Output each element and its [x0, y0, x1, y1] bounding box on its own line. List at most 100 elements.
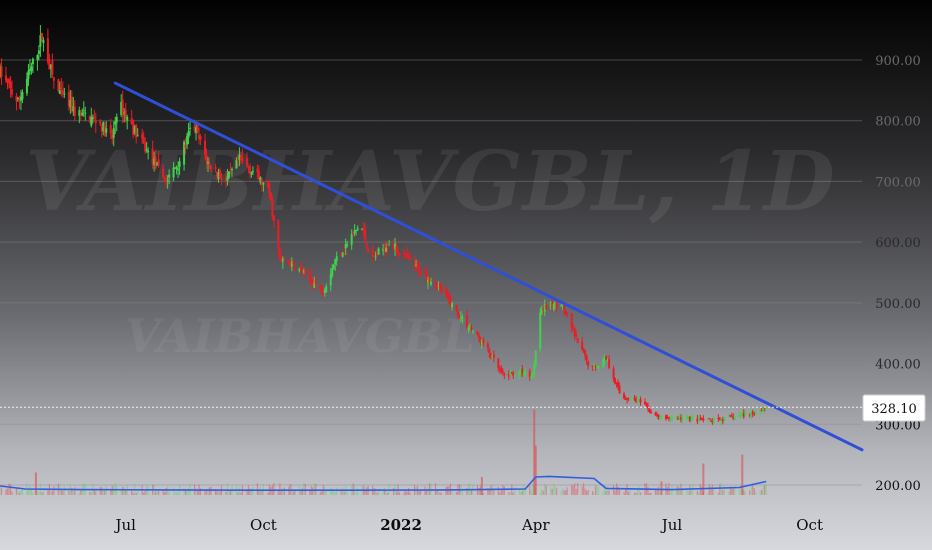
- candle-body: [738, 415, 741, 418]
- volume-bar: [407, 487, 410, 495]
- candle-body: [624, 398, 627, 400]
- volume-bar: [636, 488, 639, 495]
- volume-bar: [563, 490, 565, 495]
- candle-body: [376, 254, 379, 256]
- volume-bar: [722, 489, 724, 495]
- volume-bar: [5, 489, 7, 495]
- volume-bar: [226, 483, 229, 495]
- y-tick-label: 900.00: [875, 54, 921, 69]
- candle-body: [63, 93, 66, 95]
- candle-body: [79, 111, 82, 114]
- candle-body: [593, 365, 596, 369]
- volume-bar: [618, 490, 621, 495]
- candle-body: [633, 398, 636, 400]
- volume-bar: [659, 491, 661, 495]
- candle-body: [444, 289, 447, 294]
- candle-body: [57, 79, 60, 92]
- volume-spike: [533, 409, 536, 495]
- volume-bar: [343, 491, 345, 495]
- candle-body: [343, 249, 346, 251]
- volume-bar: [217, 492, 220, 495]
- volume-bar: [566, 487, 568, 495]
- candle-body: [510, 372, 513, 374]
- volume-bar: [172, 487, 175, 495]
- candle-body: [585, 355, 588, 360]
- candle-body: [175, 167, 178, 169]
- candle-body: [549, 302, 552, 308]
- volume-bar: [614, 490, 616, 495]
- volume-bar: [654, 488, 657, 495]
- volume-bar: [41, 492, 43, 495]
- volume-bar: [686, 489, 688, 495]
- candle-body: [364, 229, 367, 241]
- volume-bar: [445, 487, 447, 495]
- candle-body: [413, 262, 416, 268]
- candle-body: [762, 408, 765, 411]
- candle-body: [147, 150, 150, 153]
- volume-bar: [512, 492, 514, 495]
- candle-body: [605, 356, 608, 360]
- candle-body: [174, 167, 177, 169]
- volume-bar: [125, 489, 127, 495]
- candle-body: [657, 414, 660, 419]
- volume-bar: [708, 484, 710, 495]
- candle-body: [165, 181, 168, 183]
- volume-bar: [240, 492, 242, 495]
- candle-body: [239, 156, 242, 160]
- volume-spike: [660, 481, 663, 495]
- candle-body: [434, 283, 437, 286]
- candle-body: [533, 364, 536, 374]
- volume-bar: [309, 491, 311, 495]
- volume-bar: [425, 491, 428, 495]
- candle-body: [353, 230, 356, 234]
- candle-body: [575, 334, 578, 337]
- candle-body: [477, 335, 480, 338]
- candle-body: [361, 228, 364, 231]
- candle-body: [15, 96, 18, 101]
- volume-bar: [419, 489, 422, 495]
- candle-body: [690, 418, 693, 420]
- candle-body: [636, 398, 639, 401]
- volume-bar: [650, 492, 652, 495]
- volume-bar: [635, 492, 637, 495]
- candle-body: [645, 403, 648, 406]
- volume-bar: [144, 490, 146, 495]
- candle-body: [446, 293, 449, 298]
- volume-bar: [514, 487, 516, 495]
- volume-bar: [321, 489, 323, 495]
- volume-bar: [418, 490, 420, 495]
- candle-body: [132, 120, 135, 135]
- candle-body: [70, 96, 73, 112]
- candle-body: [498, 368, 501, 370]
- candle-body: [458, 316, 461, 319]
- volume-spike: [480, 477, 483, 495]
- volume-bar: [147, 486, 149, 495]
- candle-body: [482, 339, 485, 344]
- candle-body: [688, 416, 691, 421]
- candle-body: [193, 126, 196, 131]
- volume-bar: [544, 483, 546, 495]
- volume-bar: [123, 487, 125, 495]
- candle-body: [720, 420, 723, 422]
- candle-body: [741, 413, 744, 416]
- volume-bar: [78, 492, 80, 495]
- candle-body: [292, 263, 295, 265]
- candle-body: [72, 106, 75, 112]
- candle-body: [629, 397, 632, 400]
- candle-body: [627, 398, 630, 400]
- volume-bar: [261, 489, 263, 495]
- candle-body: [58, 90, 61, 94]
- candle-body: [166, 180, 169, 182]
- volume-bar: [605, 490, 607, 495]
- candle-body: [163, 177, 166, 182]
- candle-body: [251, 171, 254, 173]
- last-price-label: 328.10: [871, 402, 917, 417]
- candle-body: [501, 371, 504, 373]
- candle-body: [229, 169, 232, 171]
- volume-bar: [565, 490, 567, 495]
- volume-bar: [696, 490, 698, 495]
- watermark-symbol: VAIBHAVGBL, 1D: [25, 134, 835, 230]
- candle-body: [184, 145, 187, 148]
- volume-bar: [539, 492, 541, 495]
- volume-bar: [765, 483, 767, 495]
